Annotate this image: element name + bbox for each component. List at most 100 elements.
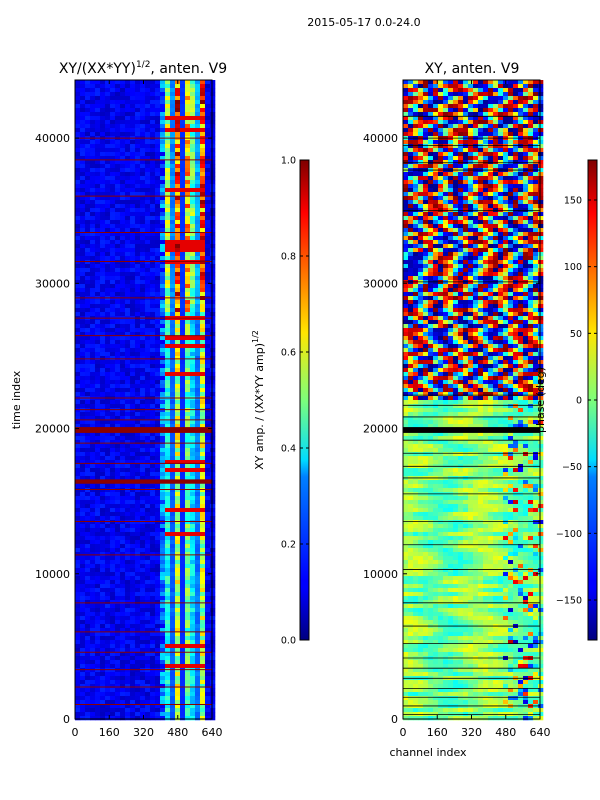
heatmap-cell — [170, 216, 176, 221]
heatmap-cell — [145, 400, 151, 405]
heatmap-cell — [100, 332, 106, 337]
heatmap-cell — [105, 96, 111, 101]
heatmap-cell — [160, 664, 166, 669]
heatmap-cell — [75, 128, 81, 133]
heatmap-cell — [180, 484, 186, 489]
heatmap-cell — [155, 256, 161, 261]
heatmap-cell — [175, 348, 181, 353]
heatmap-cell — [105, 556, 111, 561]
heatmap-cell — [170, 128, 176, 133]
heatmap-cell — [195, 348, 201, 353]
heatmap-cell — [165, 504, 171, 509]
heatmap-cell — [140, 548, 146, 553]
heatmap-cell — [75, 508, 81, 513]
heatmap-cell — [115, 700, 121, 705]
heatmap-cell — [110, 228, 116, 233]
heatmap-cell — [115, 404, 121, 409]
heatmap-cell — [180, 264, 186, 269]
heatmap-cell — [160, 84, 166, 89]
heatmap-cell — [100, 520, 106, 525]
heatmap-cell — [538, 88, 544, 93]
heatmap-cell — [75, 400, 81, 405]
heatmap-cell — [488, 80, 494, 85]
heatmap-cell — [85, 716, 91, 721]
heatmap-cell — [195, 232, 201, 237]
heatmap-cell — [190, 96, 196, 101]
heatmap-cell — [155, 192, 161, 197]
heatmap-cell — [165, 392, 171, 397]
heatmap-cell — [160, 508, 166, 513]
y-tick-label: 10000 — [35, 568, 70, 581]
heatmap-cell — [130, 456, 136, 461]
heatmap-cell — [105, 228, 111, 233]
heatmap-cell — [190, 668, 196, 673]
heatmap-cell — [185, 280, 191, 285]
heatmap-cell — [190, 628, 196, 633]
heatmap-cell — [195, 640, 201, 645]
heatmap-cell — [165, 432, 171, 437]
heatmap-cell — [210, 280, 216, 285]
heatmap-cell — [190, 328, 196, 333]
heatmap-cell — [170, 212, 176, 217]
heatmap-cell — [105, 644, 111, 649]
heatmap-cell — [538, 104, 544, 109]
heatmap-cell — [458, 124, 464, 129]
heatmap-cell — [115, 516, 121, 521]
heatmap-cell — [150, 676, 156, 681]
heatmap-cell — [125, 636, 131, 641]
heatmap-cell — [195, 364, 201, 369]
heatmap-cell — [80, 380, 86, 385]
heatmap-cell — [105, 288, 111, 293]
heatmap-cell — [463, 120, 469, 125]
heatmap-cell — [95, 560, 101, 565]
heatmap-cell — [205, 288, 211, 293]
heatmap-cell — [85, 164, 91, 169]
heatmap-cell — [180, 96, 186, 101]
heatmap-cell — [75, 608, 81, 613]
heatmap-cell — [493, 100, 499, 105]
heatmap-cell — [190, 696, 196, 701]
heatmap-cell — [458, 104, 464, 109]
heatmap-cell — [120, 572, 126, 577]
heatmap-cell — [75, 260, 81, 265]
heatmap-cell — [170, 164, 176, 169]
heatmap-cell — [160, 160, 166, 165]
heatmap-cell — [155, 596, 161, 601]
heatmap-cell — [75, 576, 81, 581]
heatmap-cell — [205, 420, 211, 425]
heatmap-cell — [155, 660, 161, 665]
heatmap-cell — [135, 572, 141, 577]
heatmap-cell — [190, 552, 196, 557]
heatmap-cell — [448, 84, 454, 89]
heatmap-cell — [165, 300, 171, 305]
heatmap-cell — [200, 388, 206, 393]
heatmap-cell — [165, 452, 171, 457]
heatmap-cell — [155, 496, 161, 501]
heatmap-cell — [448, 120, 454, 125]
heatmap-cell — [135, 92, 141, 97]
heatmap-cell — [115, 660, 121, 665]
heatmap-cell — [170, 208, 176, 213]
heatmap-cell — [95, 92, 101, 97]
heatmap-cell — [95, 216, 101, 221]
heatmap-cell — [205, 696, 211, 701]
heatmap-cell — [210, 232, 216, 237]
heatmap-cell — [90, 692, 96, 697]
heatmap-cell — [130, 260, 136, 265]
heatmap-cell — [110, 576, 116, 581]
heatmap-cell — [523, 100, 529, 105]
heatmap-cell — [115, 648, 121, 653]
heatmap-cell — [488, 84, 494, 89]
heatmap-cell — [130, 688, 136, 693]
heatmap-cell — [468, 88, 474, 93]
heatmap-cell — [403, 140, 409, 145]
heatmap-cell — [200, 640, 206, 645]
heatmap-cell — [140, 616, 146, 621]
heatmap-cell — [110, 220, 116, 225]
heatmap-cell — [125, 264, 131, 269]
heatmap-cell — [165, 600, 171, 605]
heatmap-cell — [195, 552, 201, 557]
heatmap-cell — [190, 192, 196, 197]
heatmap-cell — [513, 120, 519, 125]
heatmap-cell — [180, 232, 186, 237]
